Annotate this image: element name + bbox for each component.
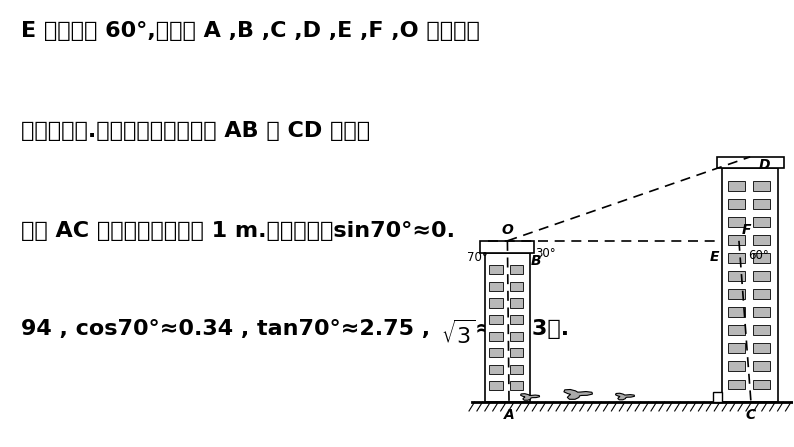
Bar bbox=[753, 380, 769, 389]
Bar bbox=[753, 343, 769, 354]
Text: ≈1.73）.: ≈1.73）. bbox=[475, 319, 569, 339]
Bar bbox=[489, 381, 503, 391]
Polygon shape bbox=[615, 393, 634, 400]
Text: 94 , cos70°≈0.34 , tan70°≈2.75 ,: 94 , cos70°≈0.34 , tan70°≈2.75 , bbox=[21, 319, 430, 339]
Bar bbox=[722, 168, 778, 402]
Bar bbox=[485, 253, 530, 402]
Bar bbox=[510, 299, 523, 308]
Bar bbox=[489, 348, 503, 357]
Text: 70°: 70° bbox=[467, 251, 488, 264]
Bar bbox=[753, 271, 769, 281]
Bar bbox=[480, 241, 534, 253]
Bar bbox=[510, 381, 523, 391]
Bar bbox=[753, 308, 769, 317]
Bar bbox=[510, 315, 523, 324]
Bar bbox=[713, 392, 722, 402]
Bar bbox=[728, 325, 745, 335]
Text: 60°: 60° bbox=[748, 249, 769, 261]
Text: O: O bbox=[502, 223, 513, 237]
Bar bbox=[489, 299, 503, 308]
Text: 30°: 30° bbox=[535, 247, 556, 260]
Bar bbox=[728, 289, 745, 299]
Bar bbox=[753, 181, 769, 191]
Polygon shape bbox=[564, 389, 592, 399]
Bar bbox=[489, 332, 503, 341]
Bar bbox=[728, 271, 745, 281]
Bar bbox=[510, 332, 523, 341]
Bar bbox=[753, 325, 769, 335]
Bar bbox=[728, 181, 745, 191]
Bar bbox=[489, 282, 503, 291]
Bar bbox=[716, 157, 784, 168]
Bar bbox=[489, 265, 503, 274]
Bar bbox=[489, 315, 503, 324]
Text: E: E bbox=[710, 250, 719, 264]
Bar bbox=[510, 348, 523, 357]
Bar bbox=[728, 380, 745, 389]
Text: D: D bbox=[758, 158, 770, 172]
Text: 竖直平面内.请根据以上数据求楼 AB 与 CD 之间的: 竖直平面内.请根据以上数据求楼 AB 与 CD 之间的 bbox=[21, 121, 370, 141]
Text: C: C bbox=[746, 409, 756, 422]
Bar bbox=[728, 235, 745, 245]
Bar bbox=[753, 217, 769, 227]
Bar bbox=[510, 365, 523, 374]
Text: 距离 AC 的长（结果精确到 1 m.参考数据：sin70°≈0.: 距离 AC 的长（结果精确到 1 m.参考数据：sin70°≈0. bbox=[21, 221, 455, 241]
Bar bbox=[753, 253, 769, 263]
Text: A: A bbox=[503, 409, 515, 422]
Text: $\sqrt{3}$: $\sqrt{3}$ bbox=[441, 319, 475, 347]
Bar bbox=[728, 308, 745, 317]
Bar bbox=[753, 235, 769, 245]
Text: F: F bbox=[742, 223, 752, 237]
Bar bbox=[510, 282, 523, 291]
Bar bbox=[510, 265, 523, 274]
Bar bbox=[753, 199, 769, 209]
Bar bbox=[753, 362, 769, 371]
Bar bbox=[728, 343, 745, 354]
Text: B: B bbox=[531, 254, 542, 268]
Polygon shape bbox=[521, 394, 540, 400]
Bar bbox=[728, 199, 745, 209]
Bar bbox=[728, 362, 745, 371]
Text: E 处仰角为 60°,其中点 A ,B ,C ,D ,E ,F ,O 均在同一: E 处仰角为 60°,其中点 A ,B ,C ,D ,E ,F ,O 均在同一 bbox=[21, 21, 480, 42]
Bar bbox=[489, 365, 503, 374]
Bar bbox=[728, 217, 745, 227]
Bar bbox=[728, 253, 745, 263]
Bar bbox=[753, 289, 769, 299]
